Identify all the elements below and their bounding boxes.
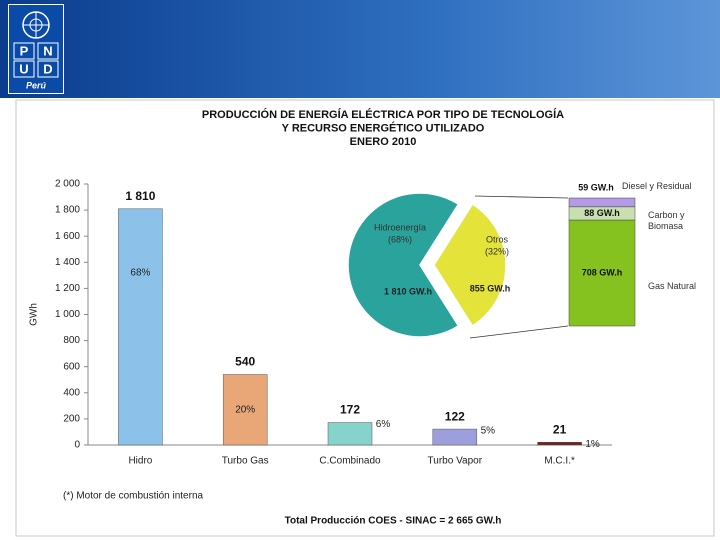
y-tick-label: 0 <box>74 440 80 451</box>
slice-value: 1 810 GW.h <box>384 286 432 296</box>
y-tick-label: 1 200 <box>55 283 80 294</box>
y-tick-label: 2 000 <box>55 179 80 190</box>
x-tick-label: Turbo Vapor <box>428 456 483 467</box>
y-tick-label: 800 <box>63 335 80 346</box>
bar <box>432 428 478 446</box>
logo: P N U D Perú <box>8 4 64 94</box>
y-axis-label: GWh <box>29 303 40 326</box>
value-label: 540 <box>235 355 255 369</box>
legend-label: Gas Natural <box>648 281 697 291</box>
x-tick-label: Hidro <box>128 456 152 467</box>
bar <box>222 374 268 446</box>
share-label: 6% <box>376 419 391 430</box>
segment-label: 88 GW.h <box>584 208 620 218</box>
x-tick-label: Turbo Gas <box>222 456 269 467</box>
slice-share: (68%) <box>388 234 412 244</box>
logo-country: Perú <box>26 80 47 90</box>
header: P N U D Perú <box>0 0 720 98</box>
logo-cell <box>37 42 59 60</box>
y-tick-label: 1 600 <box>55 231 80 242</box>
logo-art: P N U D Perú <box>13 11 59 90</box>
logo-letter: D <box>43 61 52 76</box>
stack-segment <box>568 219 636 327</box>
share-label: 68% <box>130 267 150 278</box>
value-label: 1 810 <box>125 189 155 203</box>
y-tick-label: 400 <box>63 387 80 398</box>
value-label: 21 <box>553 422 567 436</box>
logo-cell <box>37 60 59 78</box>
total-note: Total Producción COES - SINAC = 2 665 GW… <box>285 516 502 527</box>
value-label: 122 <box>445 409 465 423</box>
slice-label: Hidroenergía <box>374 222 426 232</box>
x-tick-label: C.Combinado <box>319 456 381 467</box>
share-label: 5% <box>481 426 496 437</box>
bar <box>118 208 163 446</box>
bar <box>537 442 582 446</box>
logo-letter: P <box>20 43 29 58</box>
y-tick-label: 1 400 <box>55 257 80 268</box>
stack-segment <box>568 197 636 208</box>
chart-title: PRODUCCIÓN DE ENERGÍA ELÉCTRICA POR TIPO… <box>202 108 564 121</box>
value-label: 172 <box>340 403 360 417</box>
chart-title: ENERO 2010 <box>350 136 417 148</box>
y-tick-label: 1 800 <box>55 205 80 216</box>
pie-slice <box>347 192 460 338</box>
y-tick-label: 1 000 <box>55 309 80 320</box>
x-tick-label: M.C.I.* <box>544 456 575 467</box>
logo-cell <box>13 60 35 78</box>
connector <box>474 195 569 199</box>
y-tick-label: 600 <box>63 361 80 372</box>
y-tick-label: 200 <box>63 414 80 425</box>
share-label: 1% <box>585 439 600 450</box>
segment-label: 708 GW.h <box>582 267 623 277</box>
logo-cell <box>13 42 35 60</box>
legend-label: Diesel y Residual <box>622 181 692 191</box>
bar <box>327 422 373 446</box>
legend-label: Carbon y Biomasa <box>648 210 685 231</box>
slice-share: (32%) <box>485 246 509 256</box>
logo-letter: U <box>19 61 28 76</box>
share-label: 20% <box>235 404 255 415</box>
slice-value: 855 GW.h <box>470 283 511 293</box>
chart-title: Y RECURSO ENERGÉTICO UTILIZADO <box>282 121 485 134</box>
segment-label: 59 GW.h <box>578 182 614 192</box>
footnote: (*) Motor de combustión interna <box>63 491 204 502</box>
slice-label: Otros <box>486 234 509 244</box>
pie-slice <box>433 203 507 327</box>
logo-letter: N <box>43 43 52 58</box>
connector <box>469 325 569 339</box>
